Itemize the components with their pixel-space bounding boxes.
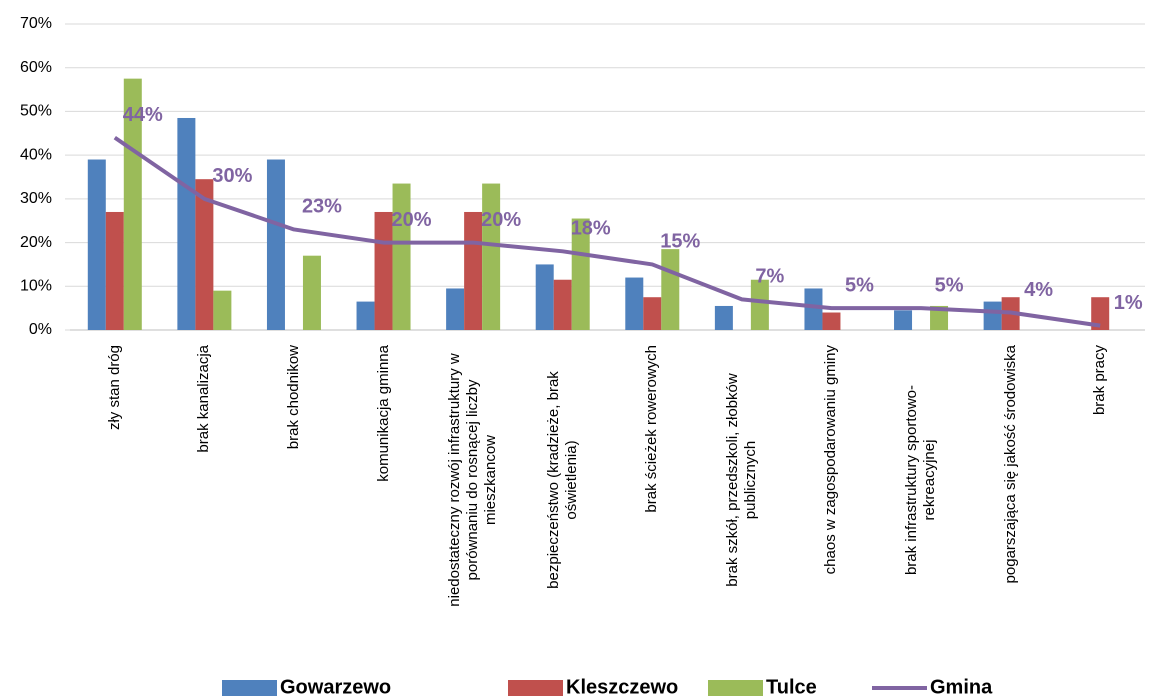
data-label: 18% bbox=[571, 218, 611, 240]
legend-swatch bbox=[508, 680, 563, 696]
x-tick-label: brak chodnikow bbox=[249, 345, 339, 645]
legend-label: Gowarzewo bbox=[280, 676, 391, 698]
bar bbox=[302, 255, 321, 330]
x-tick-label: brak pracy bbox=[1055, 345, 1145, 645]
x-tick-label: brak kanalizacja bbox=[159, 345, 249, 645]
x-tick-label: brak ścieżek rowerowych bbox=[607, 345, 697, 645]
y-tick-label: 10% bbox=[20, 278, 52, 295]
bar bbox=[482, 183, 501, 330]
x-tick-label: chaos w zagospodarowaniu gminy bbox=[786, 345, 876, 645]
category-text: brak infrastruktury sportowo-rekreacyjne… bbox=[903, 384, 939, 576]
data-label: 30% bbox=[212, 165, 252, 187]
bar bbox=[195, 179, 214, 330]
x-tick-label: pogarszająca się jakość środowiska bbox=[966, 345, 1056, 645]
y-tick-label: 50% bbox=[20, 103, 52, 120]
y-tick-label: 0% bbox=[29, 321, 52, 338]
data-label: 5% bbox=[845, 274, 874, 296]
legend-label: Kleszczewo bbox=[566, 676, 678, 698]
x-tick-label: zły stan dróg bbox=[70, 345, 160, 645]
x-tick-label: niedostateczny rozwój infrastruktury w p… bbox=[428, 345, 518, 645]
data-label: 44% bbox=[123, 104, 163, 126]
y-tick-label: 40% bbox=[20, 146, 52, 163]
bar bbox=[356, 301, 375, 330]
bar bbox=[822, 312, 841, 330]
bar bbox=[446, 288, 465, 330]
y-tick-label: 20% bbox=[20, 234, 52, 251]
bar bbox=[750, 279, 769, 330]
bar bbox=[625, 277, 644, 330]
bar bbox=[983, 301, 1002, 330]
data-label: 23% bbox=[302, 196, 342, 218]
bar bbox=[213, 290, 232, 330]
bar bbox=[894, 310, 913, 330]
bar bbox=[804, 288, 823, 330]
category-text: brak chodnikow bbox=[284, 345, 302, 450]
bar bbox=[123, 78, 142, 331]
data-label: 1% bbox=[1114, 292, 1143, 314]
category-text: bezpieczeństwo (kradzieże, brak oświetle… bbox=[544, 371, 580, 589]
bar bbox=[553, 279, 572, 330]
y-tick-label: 70% bbox=[20, 15, 52, 32]
data-label: 20% bbox=[481, 209, 521, 231]
y-tick-label: 30% bbox=[20, 190, 52, 207]
legend-swatch bbox=[222, 680, 277, 696]
x-tick-label: brak szkół, przedszkoli, złobków publicz… bbox=[697, 345, 787, 645]
bar bbox=[1091, 297, 1110, 330]
bar bbox=[392, 183, 411, 330]
category-text: brak pracy bbox=[1091, 345, 1109, 416]
x-tick-label: komunikacja gminna bbox=[339, 345, 429, 645]
data-label: 15% bbox=[660, 231, 700, 253]
bar bbox=[535, 264, 554, 330]
bar bbox=[571, 218, 590, 330]
x-tick-label: bezpieczeństwo (kradzieże, brak oświetle… bbox=[518, 345, 608, 645]
category-text: pogarszająca się jakość środowiska bbox=[1001, 345, 1019, 584]
bar bbox=[266, 159, 285, 330]
category-text: niedostateczny rozwój infrastruktury w p… bbox=[446, 353, 500, 607]
data-label: 5% bbox=[935, 274, 964, 296]
data-label: 4% bbox=[1024, 279, 1053, 301]
bar bbox=[87, 159, 106, 330]
bar bbox=[714, 305, 733, 330]
category-text: komunikacja gminna bbox=[374, 345, 392, 482]
bar bbox=[464, 211, 483, 330]
legend-swatch bbox=[708, 680, 763, 696]
bar bbox=[105, 211, 124, 330]
legend-label: Tulce bbox=[766, 676, 817, 698]
category-text: brak kanalizacja bbox=[195, 345, 213, 453]
legend-label: Gmina bbox=[930, 676, 993, 698]
line bbox=[113, 136, 1101, 328]
y-tick-label: 60% bbox=[20, 59, 52, 76]
bar bbox=[930, 305, 949, 330]
data-label: 7% bbox=[755, 266, 784, 288]
bar bbox=[661, 249, 680, 330]
x-tick-label: brak infrastruktury sportowo-rekreacyjne… bbox=[876, 345, 966, 645]
bar bbox=[374, 211, 393, 330]
data-label: 20% bbox=[392, 209, 432, 231]
category-text: chaos w zagospodarowaniu gminy bbox=[822, 345, 840, 575]
bar bbox=[177, 117, 196, 330]
category-text: zły stan dróg bbox=[105, 345, 123, 431]
bar bbox=[643, 297, 662, 330]
category-text: brak szkół, przedszkoli, złobków publicz… bbox=[723, 373, 759, 587]
category-text: brak ścieżek rowerowych bbox=[643, 345, 661, 513]
